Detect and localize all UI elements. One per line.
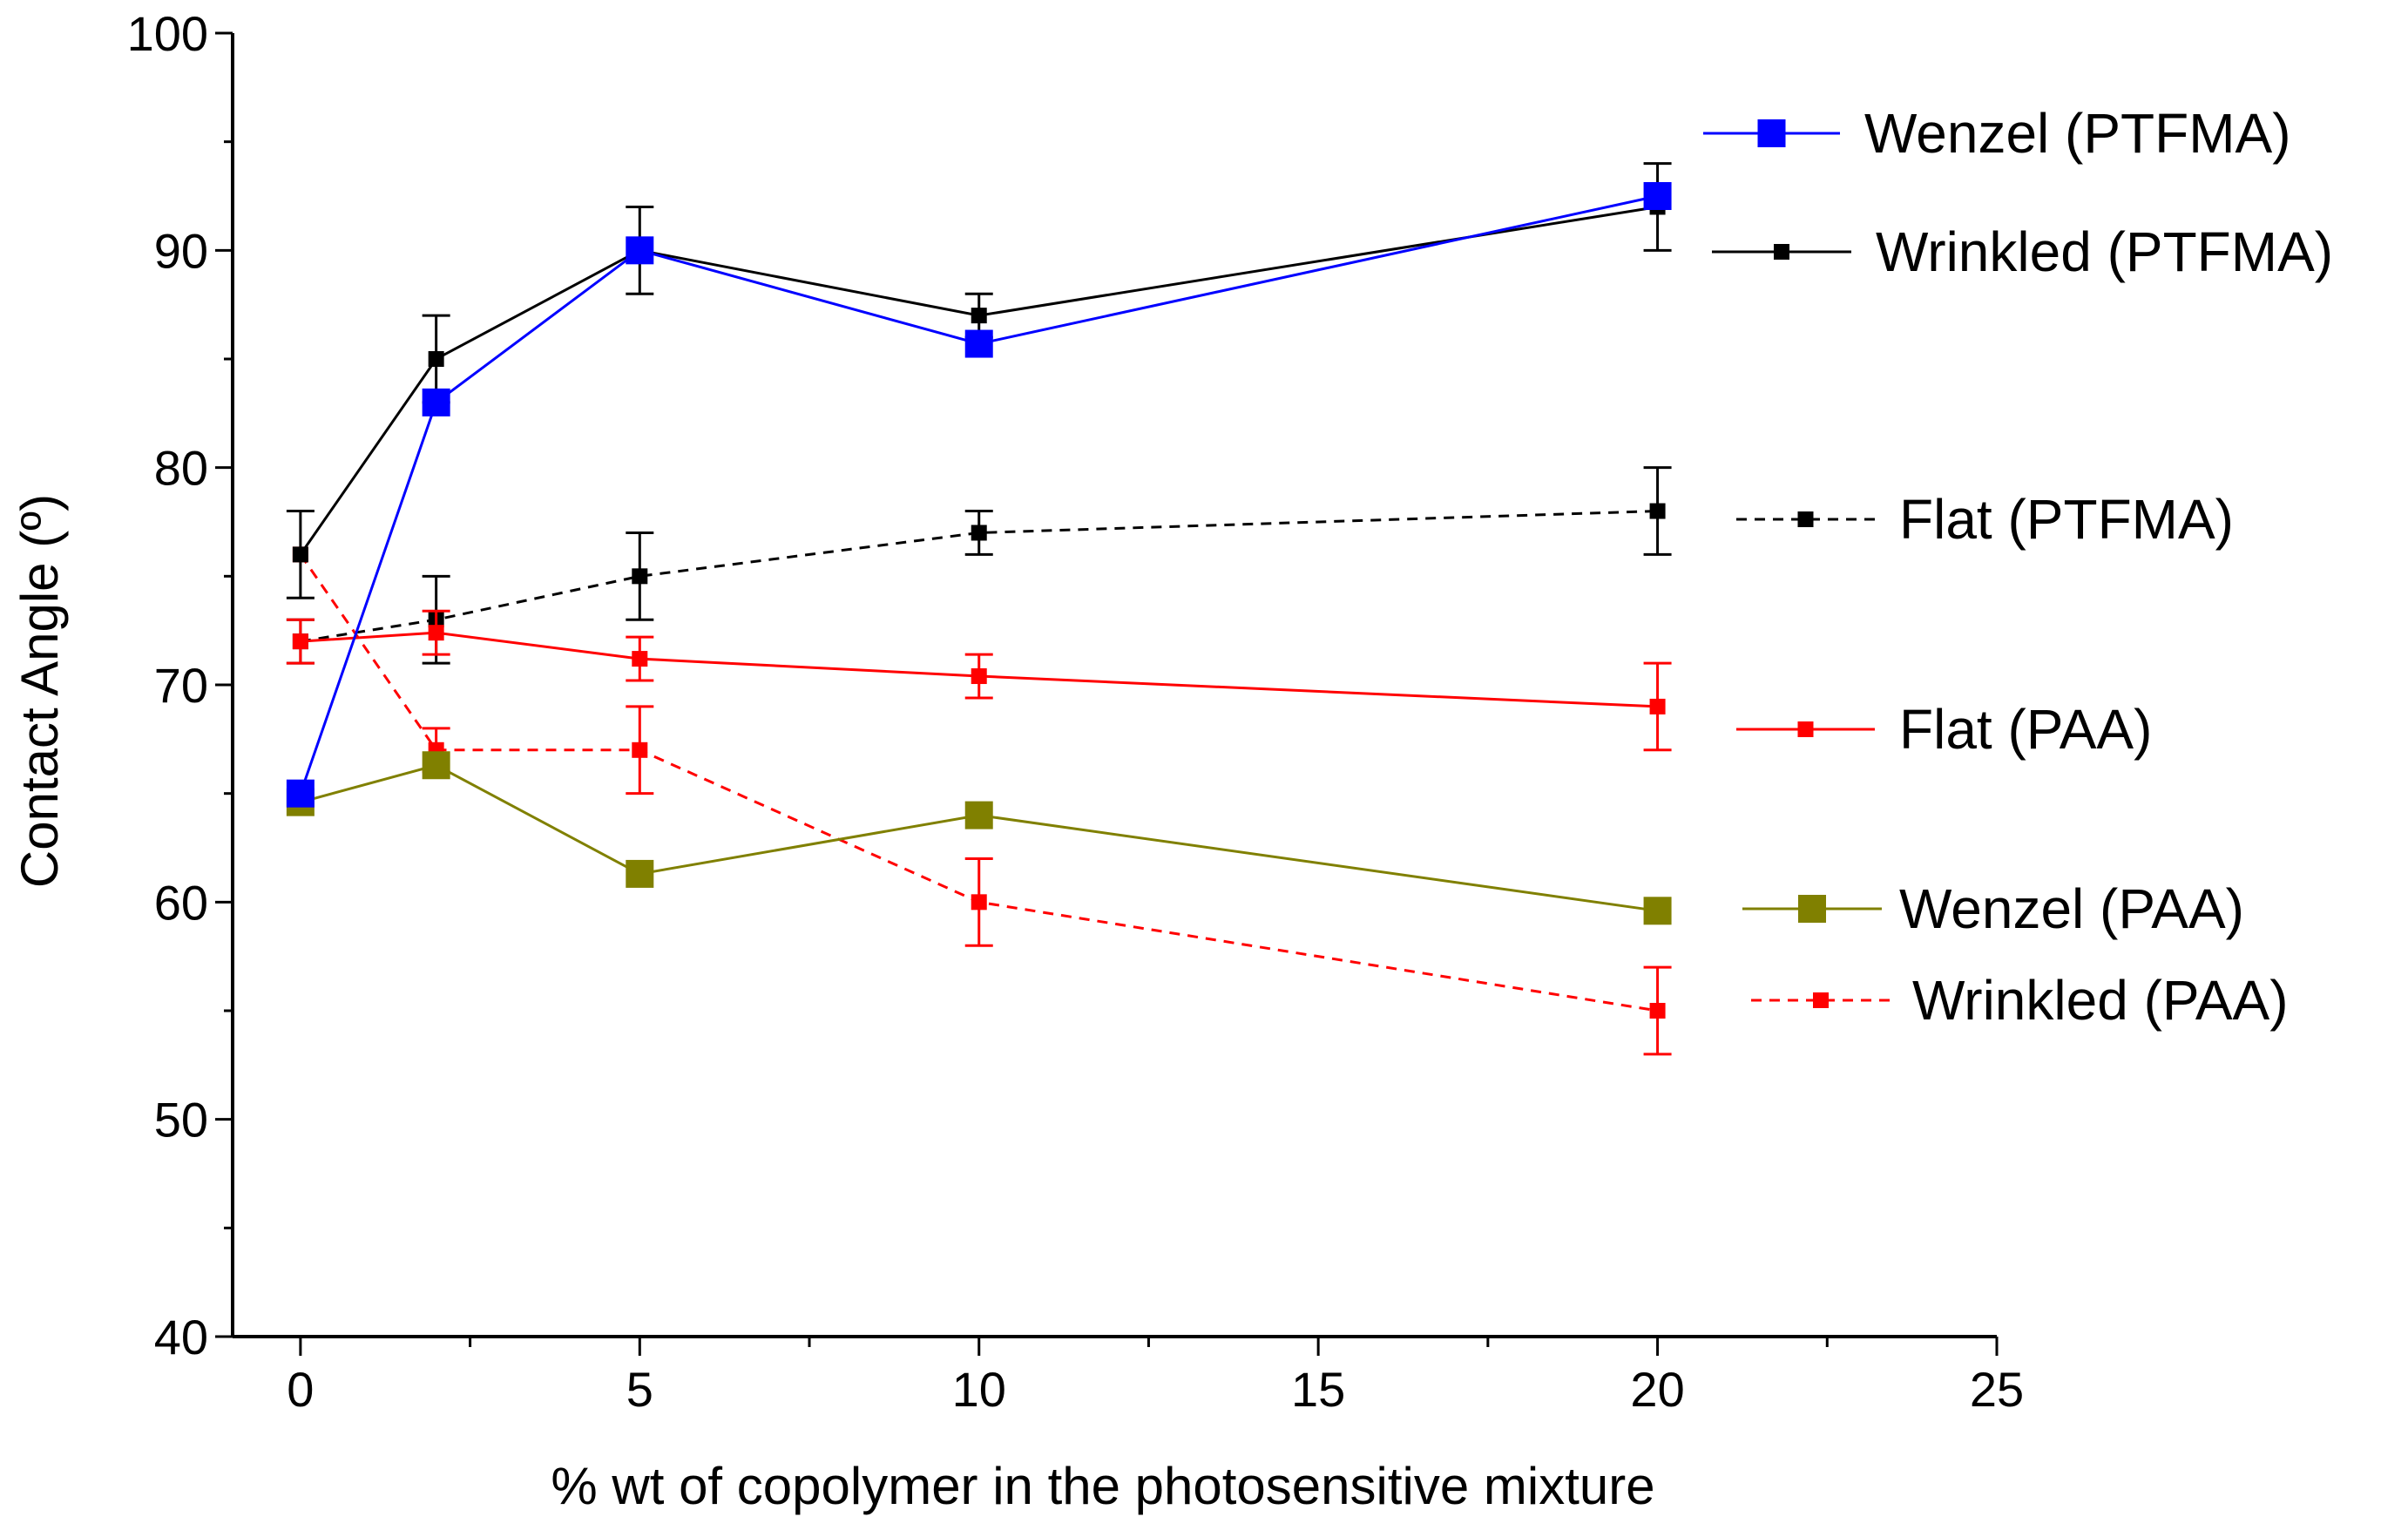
y-tick-label: 90 — [154, 223, 208, 278]
y-tick-label: 70 — [154, 658, 208, 713]
series-line — [299, 205, 1658, 556]
data-point — [971, 894, 987, 911]
x-tick-label: 0 — [287, 1362, 314, 1417]
data-point — [428, 625, 444, 641]
legend-marker — [1774, 244, 1789, 260]
legend-marker — [1757, 119, 1786, 147]
data-point — [964, 801, 993, 829]
legend-item: Flat (PTFMA) — [1736, 488, 2234, 551]
y-axis-label: Contact Angle (º) — [10, 494, 69, 888]
legend-item: Wrinkled (PAA) — [1751, 969, 2289, 1032]
series-wenzel-ptfma — [286, 182, 1672, 808]
legend-item: Wrinkled (PTFMA) — [1712, 220, 2333, 283]
data-point — [422, 751, 450, 780]
data-point — [971, 668, 987, 685]
legend-label: Wenzel (PTFMA) — [1864, 102, 2291, 165]
x-tick-label: 10 — [952, 1362, 1006, 1417]
legend-marker — [1813, 992, 1829, 1008]
data-point — [971, 308, 987, 324]
legend-label: Wrinkled (PTFMA) — [1876, 220, 2333, 283]
data-point — [1643, 182, 1672, 210]
legend-label: Flat (PTFMA) — [1899, 488, 2234, 551]
data-point — [1649, 698, 1666, 714]
data-point — [964, 329, 993, 358]
data-point — [422, 388, 450, 416]
data-point — [1643, 897, 1672, 925]
data-point — [292, 633, 308, 650]
data-point — [626, 236, 654, 265]
data-point — [632, 741, 648, 758]
x-axis-label: % wt of copolymer in the photosensitive … — [551, 1457, 1654, 1515]
y-tick-label: 80 — [154, 441, 208, 496]
x-tick-label: 5 — [626, 1362, 653, 1417]
x-tick-label: 25 — [1970, 1362, 2024, 1417]
data-point — [286, 779, 315, 808]
series-line — [300, 510, 1658, 643]
data-point — [1649, 503, 1666, 519]
data-point — [971, 525, 987, 541]
data-point — [1649, 1003, 1666, 1019]
legend-item: Flat (PAA) — [1736, 698, 2152, 761]
x-tick-label: 20 — [1630, 1362, 1684, 1417]
series-line — [299, 194, 1658, 795]
series-flat-paa — [286, 609, 1672, 752]
data-point — [292, 546, 308, 563]
data-point — [626, 859, 654, 888]
legend-marker — [1797, 721, 1814, 737]
data-point — [632, 651, 648, 667]
legend-marker — [1797, 511, 1814, 527]
series-flat-ptfma — [286, 466, 1672, 665]
legend: Wenzel (PTFMA) Wrinkled (PTFMA) Flat (PTFM… — [1703, 102, 2333, 1032]
y-tick-label: 60 — [154, 875, 208, 930]
y-tick-label: 40 — [154, 1310, 208, 1364]
series-layer — [286, 162, 1672, 1056]
y-tick-label: 100 — [127, 6, 208, 61]
data-point — [632, 568, 648, 585]
legend-marker — [1798, 895, 1826, 923]
legend-item: Wenzel (PAA) — [1742, 877, 2244, 940]
legend-label: Wenzel (PAA) — [1899, 877, 2244, 940]
legend-label: Wrinkled (PAA) — [1912, 969, 2289, 1032]
legend-label: Flat (PAA) — [1899, 698, 2152, 761]
x-tick-label: 15 — [1291, 1362, 1345, 1417]
y-tick-label: 50 — [154, 1093, 208, 1148]
data-point — [428, 351, 444, 367]
legend-item: Wenzel (PTFMA) — [1703, 102, 2291, 165]
axes: 40 50 60 70 80 90 100 0 5 10 15 20 25 — [127, 6, 2025, 1417]
